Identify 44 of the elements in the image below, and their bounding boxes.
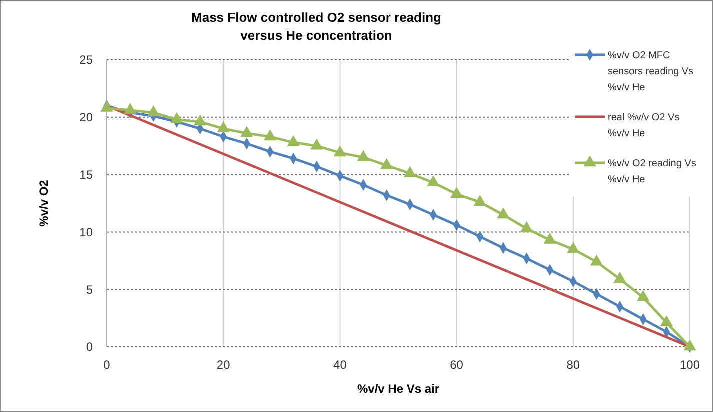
y-tick-label: 20 [80,110,94,125]
x-tick-label: 60 [450,358,464,372]
point [124,103,137,114]
y-tick-label: 10 [80,225,94,240]
point [590,254,604,266]
y-tick-label: 5 [86,282,94,297]
point [357,150,370,162]
y-tick-label: 25 [80,53,94,68]
point [660,316,674,327]
point [194,114,207,126]
point [287,135,300,146]
point [170,112,184,124]
point [427,175,440,187]
point [310,138,324,150]
point [404,166,417,178]
x-axis-title: %v/v He Vs air [357,382,440,396]
y-tick-label: 0 [86,340,94,354]
legend-label: %v/v O2 reading Vs %v/v He [608,158,696,186]
x-tick-label: 80 [566,358,580,372]
point [497,208,510,219]
point [474,195,486,206]
point [544,232,556,244]
y-axis-title: %v/v O2 [37,180,51,227]
x-tick-label: 20 [216,358,231,372]
point [567,242,580,254]
point [450,186,464,198]
x-tick-label: 100 [680,358,700,372]
point [614,272,626,283]
point [684,340,696,351]
y-tick-label: 15 [80,168,94,182]
point [520,221,534,232]
point [637,290,650,302]
point [100,100,114,112]
legend-label: real %v/v O2 Vs %v/v He [608,112,680,140]
point [334,146,347,157]
legend-label: %v/v O2 MFC sensors reading Vs %v/v He [608,50,694,94]
x-tick-label: 0 [104,358,111,372]
chart-title: Mass Flow controlled O2 sensor reading versus He concentration [192,10,442,43]
x-tick-label: 40 [334,358,348,372]
point [264,130,277,141]
point [240,126,254,138]
point [147,105,160,116]
point [380,158,394,170]
point [217,122,230,133]
